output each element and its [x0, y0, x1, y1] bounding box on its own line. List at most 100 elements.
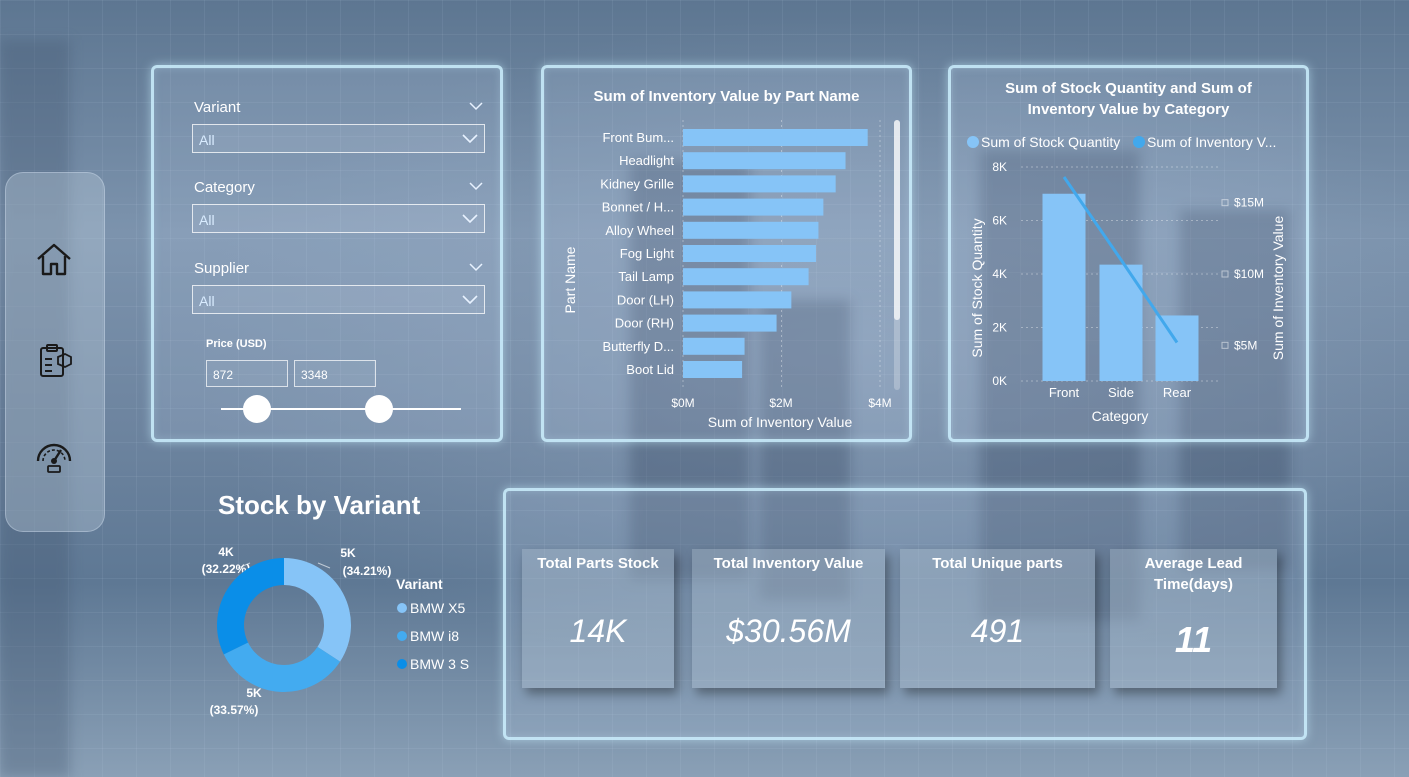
donut-legend-title: Variant	[396, 576, 443, 592]
bar-category-label: Kidney Grille	[600, 176, 674, 191]
donut-slice[interactable]	[223, 642, 341, 692]
inventory-bar[interactable]	[683, 314, 777, 332]
kpi-card-total-unique-parts: Total Unique parts 491	[900, 549, 1095, 688]
combo-right-tick-marker	[1221, 270, 1229, 278]
stock-by-category-panel: Sum of Stock Quantity and Sum of Invento…	[948, 65, 1309, 442]
stock-value-combo-chart: Sum of Stock Quantity Sum of Inventory V…	[967, 134, 1286, 424]
combo-right-tick-marker	[1221, 199, 1229, 207]
variant-label: Variant	[194, 99, 241, 116]
combo-category-label: Rear	[1163, 385, 1192, 400]
donut-label-i8-pct: (33.57%)	[210, 703, 259, 717]
chevron-down-icon[interactable]	[469, 179, 483, 193]
inventory-bar[interactable]	[683, 129, 868, 146]
combo-right-tick: $15M	[1234, 196, 1264, 210]
kpi-value: 11	[1174, 619, 1213, 660]
chevron-down-icon	[462, 214, 478, 224]
chevron-down-icon[interactable]	[469, 260, 483, 274]
combo-left-tick: 0K	[992, 374, 1007, 388]
inventory-bar[interactable]	[683, 175, 836, 193]
kpi-title: Total Inventory Value	[713, 555, 864, 572]
bar-category-label: Headlight	[619, 153, 674, 168]
combo-category-label: Side	[1108, 385, 1134, 400]
supplier-dropdown[interactable]: All	[192, 285, 485, 314]
donut-slice[interactable]	[284, 558, 351, 662]
bar-x-tick: $4M	[868, 396, 891, 410]
inventory-bar[interactable]	[683, 221, 819, 239]
combo-category-label: Front	[1049, 385, 1080, 400]
kpi-value: 491	[970, 613, 1025, 649]
supplier-label: Supplier	[194, 260, 250, 277]
inventory-bar[interactable]	[683, 268, 809, 286]
combo-ylabel-right: Sum of Inventory Value	[1270, 216, 1286, 361]
stock-by-variant-donut: 4K (32.22%) 5K (34.21%) 5K (33.57%) Vari…	[202, 545, 470, 717]
inventory-bar[interactable]	[683, 245, 816, 262]
bar-chart-title: Sum of Inventory Value by Part Name	[593, 88, 860, 105]
category-dropdown[interactable]: All	[192, 204, 485, 233]
inventory-bar[interactable]	[683, 198, 824, 216]
donut-title: Stock by Variant	[218, 490, 421, 520]
combo-left-tick: 6K	[992, 214, 1007, 228]
bar-chart-scrollbar-thumb[interactable]	[894, 120, 900, 320]
legend-marker-bmw-x5	[397, 603, 407, 613]
chevron-down-icon[interactable]	[469, 99, 483, 113]
inventory-bar[interactable]	[683, 337, 745, 355]
gauge-dashboard-icon[interactable]	[34, 435, 74, 475]
bar-category-label: Alloy Wheel	[605, 223, 674, 238]
legend-marker-bmw-i8	[397, 631, 407, 641]
legend-marker-value	[1133, 136, 1145, 148]
bar-category-label: Fog Light	[620, 246, 675, 261]
bar-category-label: Tail Lamp	[618, 269, 674, 284]
price-slider-min-handle[interactable]	[243, 395, 271, 423]
bar-chart-ylabel: Part Name	[562, 246, 578, 313]
kpi-value: $30.56M	[726, 613, 851, 649]
combo-left-tick: 4K	[992, 267, 1007, 281]
home-icon[interactable]	[34, 239, 74, 279]
kpi-title: Total Unique parts	[932, 555, 1063, 572]
bar-x-tick: $2M	[769, 396, 792, 410]
bar-category-label: Butterfly D...	[602, 339, 674, 354]
inventory-bar-chart: Part Name Sum of Inventory Value $0M $2M…	[562, 120, 900, 430]
inventory-value-line[interactable]	[1062, 176, 1179, 344]
donut-label-x5-value: 5K	[340, 546, 356, 560]
donut-slice[interactable]	[217, 558, 284, 655]
inventory-by-part-panel: Sum of Inventory Value by Part Name Part…	[541, 65, 912, 442]
stock-quantity-bar[interactable]	[1155, 315, 1199, 381]
inventory-clipboard-icon[interactable]	[34, 341, 74, 381]
donut-legend-bmw-3[interactable]: BMW 3 S...	[410, 656, 470, 672]
bar-category-label: Front Bum...	[602, 130, 674, 145]
kpi-title: Average Lead Time(days)	[1110, 553, 1277, 595]
donut-label-x5-pct: (34.21%)	[343, 564, 392, 578]
stock-quantity-bar[interactable]	[1042, 193, 1086, 381]
donut-label-4k-value: 4K	[218, 545, 234, 559]
combo-right-tick: $10M	[1234, 267, 1264, 281]
kpi-title-line2: Time(days)	[1154, 576, 1233, 593]
price-label: Price (USD)	[206, 338, 267, 350]
combo-chart-title: Sum of Stock Quantity and Sum of Invento…	[951, 78, 1306, 120]
chevron-down-icon	[462, 134, 478, 144]
variant-value: All	[199, 132, 215, 148]
donut-label-4k-pct: (32.22%)	[202, 562, 251, 576]
combo-right-tick: $5M	[1234, 338, 1257, 352]
price-min-input[interactable]: 872	[206, 360, 288, 387]
combo-left-tick: 2K	[992, 321, 1007, 335]
kpi-title-line1: Average Lead	[1144, 555, 1243, 572]
variant-dropdown[interactable]: All	[192, 124, 485, 153]
combo-title-line1: Sum of Stock Quantity and Sum of	[1005, 80, 1252, 97]
inventory-bar[interactable]	[683, 361, 743, 378]
chevron-down-icon	[462, 295, 478, 305]
donut-legend-bmw-i8[interactable]: BMW i8	[410, 628, 459, 644]
donut-label-i8-value: 5K	[246, 686, 262, 700]
kpi-card-total-inventory-value: Total Inventory Value $30.56M	[692, 549, 885, 688]
stock-quantity-bar[interactable]	[1099, 264, 1143, 381]
bar-category-label: Door (RH)	[615, 316, 674, 331]
combo-right-tick-marker	[1221, 341, 1229, 349]
category-value: All	[199, 212, 215, 228]
inventory-bar[interactable]	[683, 291, 792, 309]
legend-marker-stock	[967, 136, 979, 148]
category-label: Category	[194, 179, 255, 196]
price-max-input[interactable]: 3348	[294, 360, 376, 387]
price-slider-track	[221, 408, 461, 410]
donut-legend-bmw-x5[interactable]: BMW X5	[410, 600, 465, 616]
inventory-bar[interactable]	[683, 152, 846, 170]
price-slider-max-handle[interactable]	[365, 395, 394, 423]
